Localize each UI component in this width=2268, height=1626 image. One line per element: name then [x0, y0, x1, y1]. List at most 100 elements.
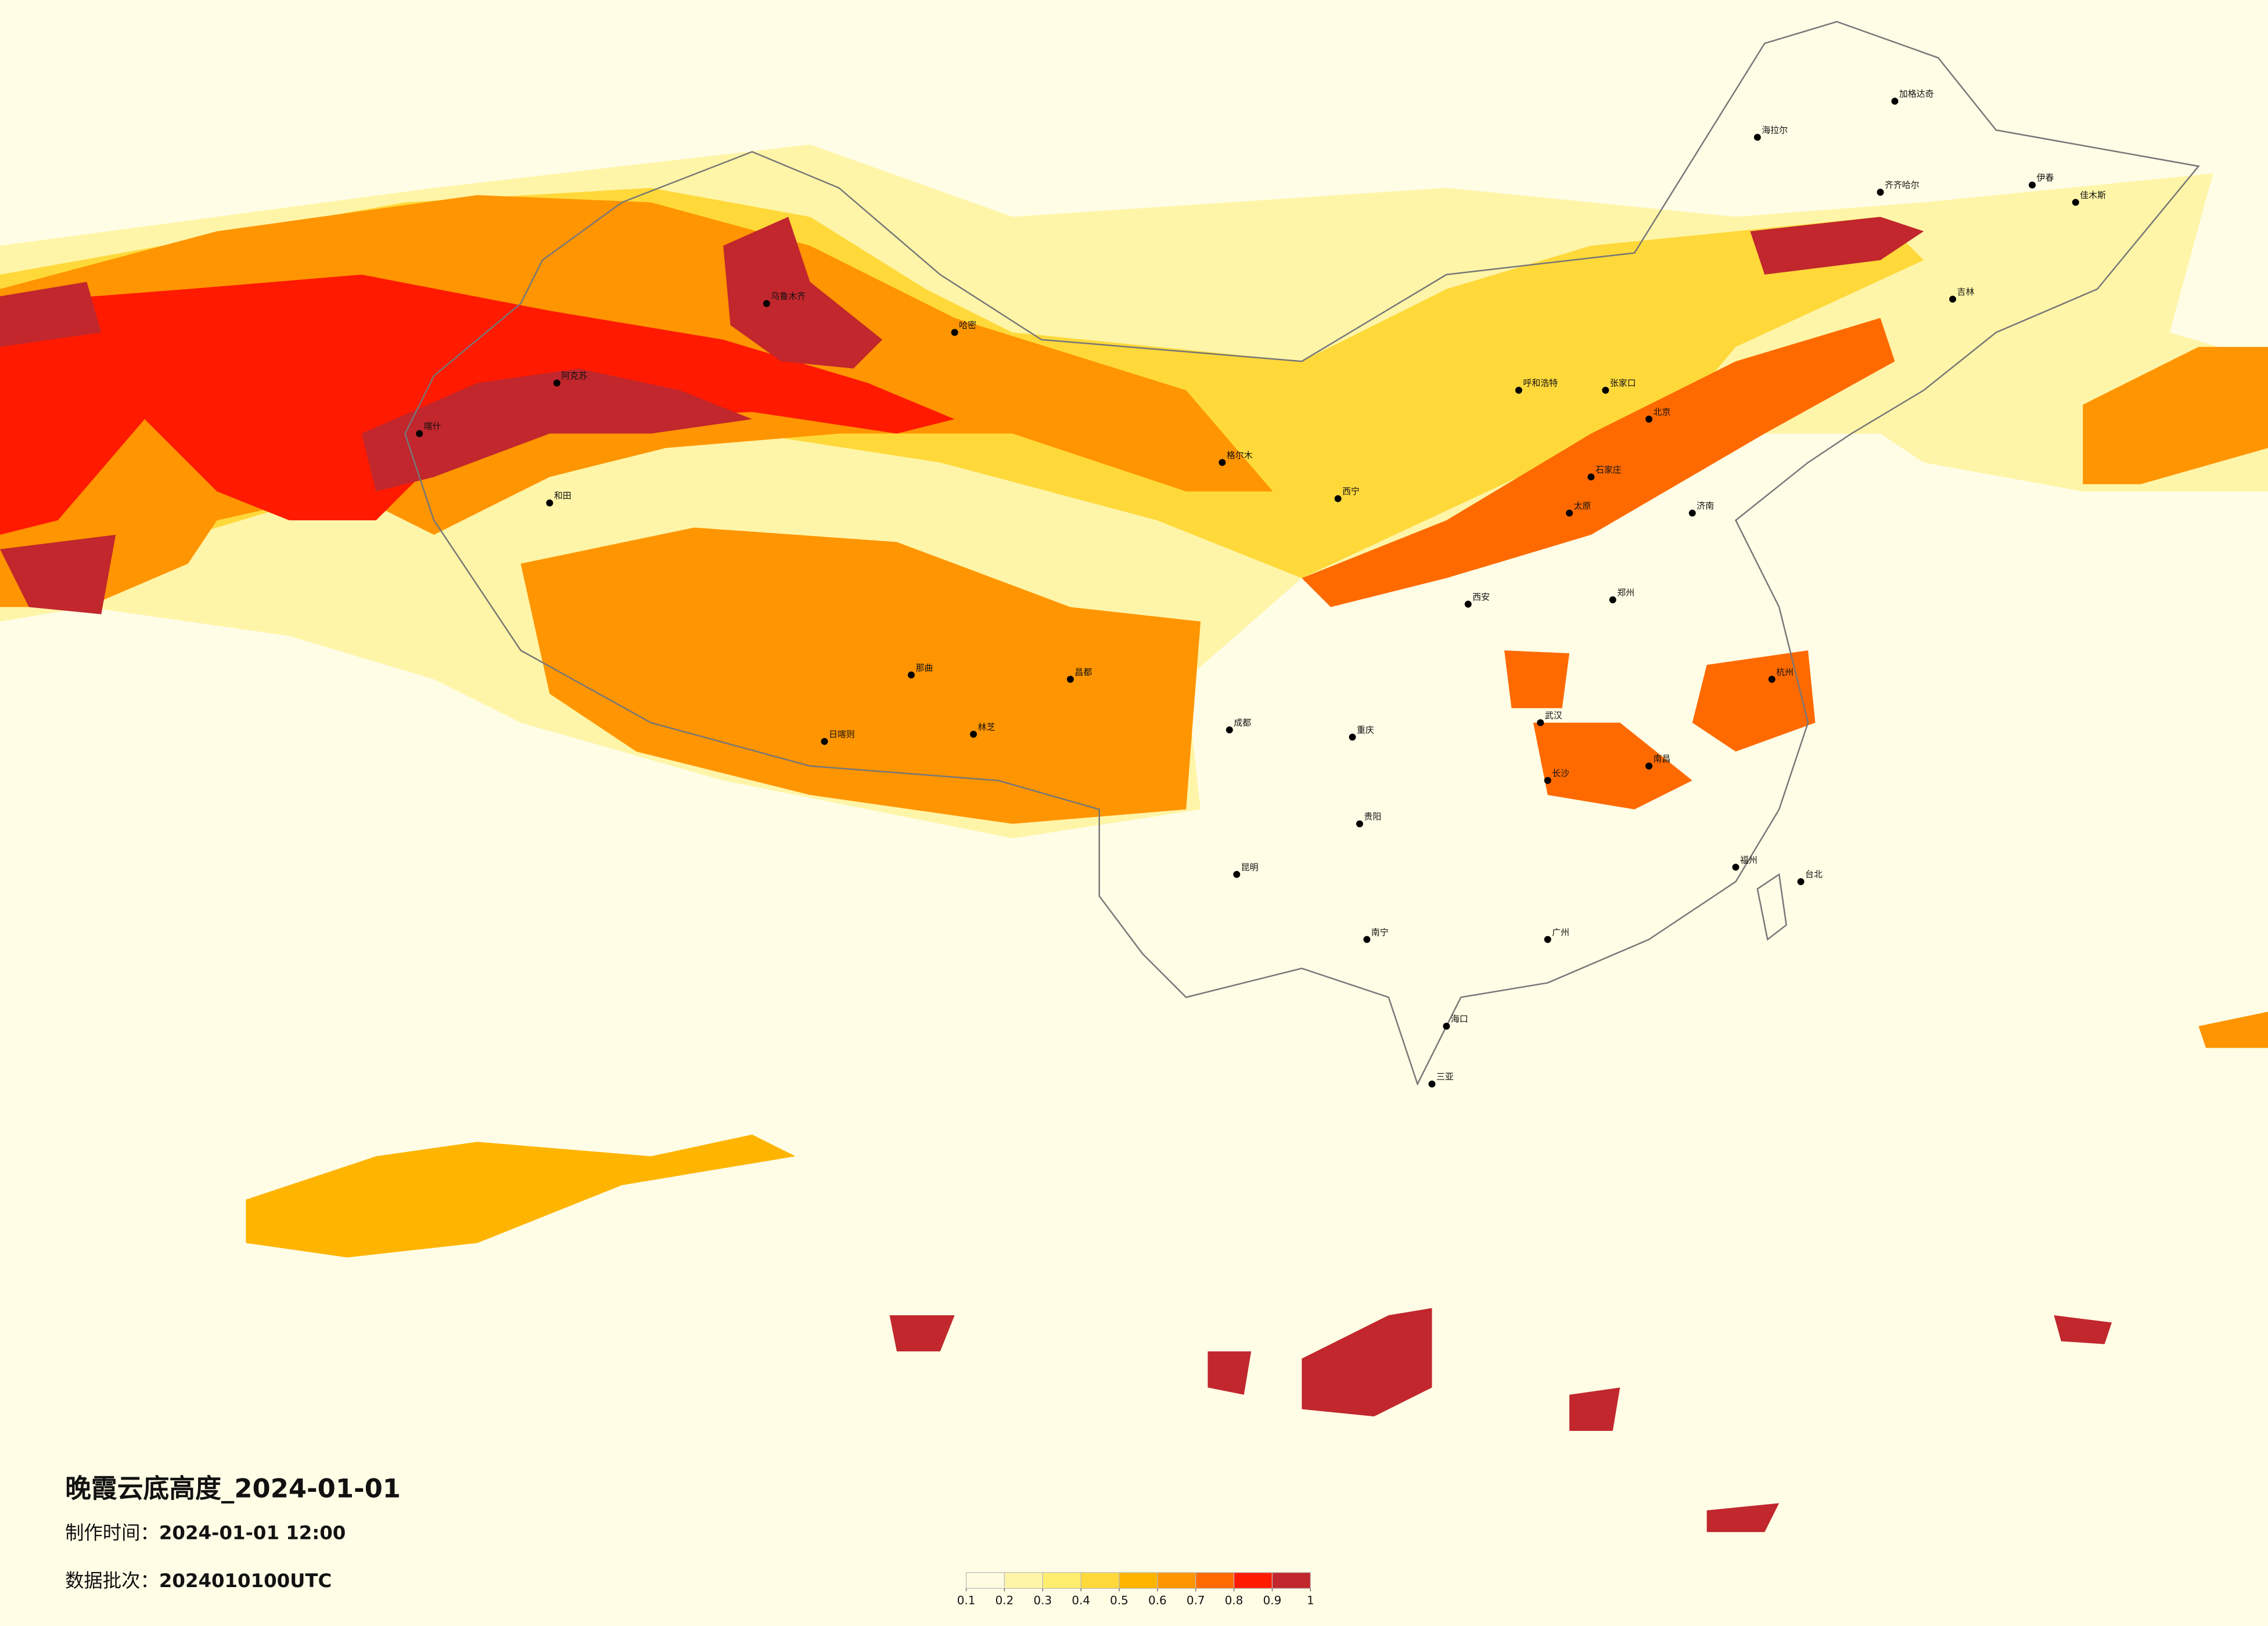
- city-label: 太原: [1574, 501, 1591, 511]
- east-sea-cloud: [2083, 347, 2268, 1048]
- city-dot: [1363, 936, 1371, 943]
- east-cloud: [1504, 650, 1816, 810]
- city-label: 哈密: [959, 320, 976, 330]
- city-dot: [1066, 675, 1074, 683]
- colorbar-cell: [1157, 1572, 1196, 1589]
- colorbar-tick-label: 0.6: [1148, 1594, 1167, 1607]
- city-label: 三亚: [1436, 1071, 1454, 1082]
- city-label: 北京: [1654, 406, 1671, 417]
- south-cloud: [246, 1134, 796, 1258]
- city-dot: [970, 731, 977, 738]
- city-label: 格尔木: [1227, 450, 1253, 461]
- city-dot: [1537, 719, 1544, 726]
- city-label: 齐齐哈尔: [1885, 180, 1920, 190]
- city-dot: [1891, 98, 1899, 105]
- colorbar-cell: [1042, 1572, 1081, 1589]
- city-dot: [1464, 600, 1472, 608]
- country-border: [404, 21, 2200, 1086]
- north-belt: [1302, 318, 1895, 607]
- city-label: 那曲: [915, 663, 933, 673]
- data-batch: 数据批次：2024010100UTC: [65, 1570, 332, 1592]
- city-dot: [2029, 181, 2036, 189]
- city-label: 昆明: [1241, 862, 1259, 872]
- cloud-field: [0, 144, 2268, 1533]
- city-dot: [1688, 509, 1696, 517]
- city-dot: [1753, 134, 1761, 141]
- city-dot: [2072, 199, 2079, 206]
- city-label: 西安: [1472, 592, 1490, 602]
- city-dot: [907, 671, 915, 679]
- city-label: 和田: [554, 491, 572, 501]
- city-dot: [553, 379, 560, 387]
- city-label: 呼和浩特: [1523, 378, 1558, 388]
- city-label: 武汉: [1545, 710, 1562, 721]
- colorbar-tick-label: 0.7: [1187, 1594, 1205, 1607]
- colorbar-tick-label: 0.8: [1225, 1594, 1243, 1607]
- city-dot: [1609, 596, 1616, 603]
- city-dot: [1356, 820, 1363, 828]
- colorbar: 0.1 0.2 0.3 0.4 0.5 0.6 0.7 0.8 0.9 1: [957, 1572, 1314, 1607]
- city-label: 昌都: [1074, 667, 1092, 677]
- colorbar-tick-label: 0.3: [1033, 1594, 1052, 1607]
- city-label: 杭州: [1776, 667, 1793, 677]
- city-label: 重庆: [1357, 725, 1374, 735]
- dark-red-cloud: [0, 217, 883, 614]
- city-label: 吉林: [1957, 287, 1975, 297]
- city-label: 长沙: [1552, 768, 1569, 779]
- colorbar-tick-label: 0.9: [1263, 1594, 1282, 1607]
- city-label: 乌鲁木齐: [771, 291, 806, 301]
- production-time-value: 2024-01-01 12:00: [159, 1522, 346, 1544]
- colorbar-cell: [1271, 1572, 1311, 1589]
- city-dot: [1515, 387, 1522, 394]
- city-dot: [1334, 495, 1342, 502]
- taiwan-border: [1756, 873, 1788, 941]
- city-dot: [1428, 1080, 1436, 1088]
- colorbar-tick-label: 0.2: [995, 1594, 1014, 1607]
- city-label: 伊春: [2037, 172, 2054, 183]
- colorbar-cell: [1004, 1572, 1043, 1589]
- city-dot: [1645, 415, 1653, 423]
- city-dot: [1797, 878, 1805, 886]
- city-dot: [951, 329, 958, 336]
- city-label: 海口: [1451, 1014, 1468, 1024]
- production-time-label: 制作时间：: [65, 1522, 159, 1544]
- city-label: 林芝: [978, 722, 995, 732]
- city-label: 郑州: [1617, 587, 1634, 598]
- city-label: 台北: [1805, 869, 1823, 880]
- city-dot: [763, 300, 770, 307]
- city-label: 日喀则: [829, 729, 855, 739]
- city-dot: [1645, 762, 1653, 770]
- city-dot: [1544, 936, 1551, 943]
- map-title: 晚霞云底高度_2024-01-01: [65, 1473, 401, 1504]
- data-batch-value: 2024010100UTC: [159, 1570, 332, 1592]
- city-dot: [1443, 1023, 1450, 1030]
- colorbar-cell: [965, 1572, 1005, 1589]
- city-label: 济南: [1696, 501, 1714, 511]
- colorbar-tick-label: 1: [1307, 1594, 1314, 1607]
- city-label: 南昌: [1654, 754, 1671, 764]
- city-dot: [1949, 296, 1957, 303]
- city-dot: [1877, 189, 1884, 196]
- city-dot: [1587, 473, 1595, 481]
- city-dot: [1233, 870, 1241, 878]
- city-dot: [416, 430, 423, 437]
- city-label: 阿克苏: [561, 370, 587, 381]
- city-label: 佳木斯: [2080, 190, 2106, 200]
- city-label: 广州: [1552, 927, 1569, 937]
- data-batch-label: 数据批次：: [65, 1570, 159, 1592]
- colorbar-tick-label: 0.1: [957, 1594, 976, 1607]
- city-label: 福州: [1740, 855, 1757, 865]
- city-label: 贵阳: [1364, 811, 1381, 822]
- colorbar-cell: [1119, 1572, 1158, 1589]
- city-label: 石家庄: [1595, 465, 1622, 475]
- city-dot: [1544, 777, 1551, 784]
- tibet-cloud: [520, 527, 1201, 824]
- city-dot: [1225, 726, 1233, 733]
- city-dot: [1732, 864, 1739, 871]
- city-label: 喀什: [424, 421, 441, 431]
- city-dot: [821, 738, 828, 745]
- colorbar-tick-label: 0.4: [1072, 1594, 1090, 1607]
- colorbar-cell: [1233, 1572, 1273, 1589]
